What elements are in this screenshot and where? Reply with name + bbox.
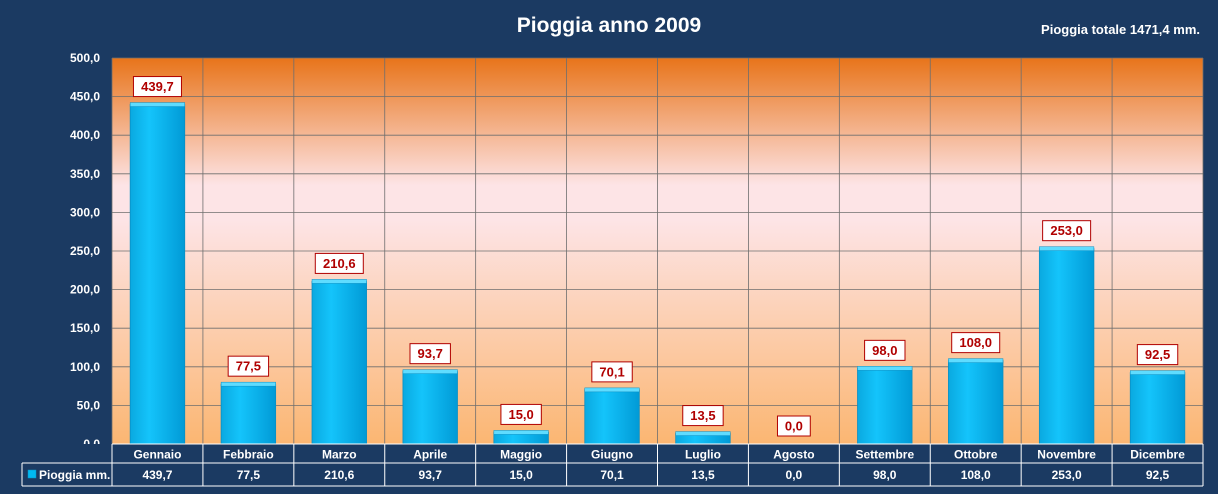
x-category-label: Febbraio (223, 448, 274, 462)
x-category-label: Giugno (591, 448, 633, 462)
data-label: 98,0 (872, 343, 897, 358)
bar (129, 104, 186, 445)
bar (220, 383, 277, 445)
bar-top (493, 430, 549, 435)
x-category-label: Settembre (855, 448, 914, 462)
y-tick-label: 400,0 (70, 128, 100, 142)
chart-title: Pioggia anno 2009 (516, 14, 702, 37)
bar-top (1039, 246, 1095, 251)
table-value: 92,5 (1146, 468, 1170, 482)
y-tick-label: 200,0 (70, 283, 100, 297)
bar (402, 371, 458, 445)
table-value: 70,1 (600, 468, 624, 482)
bar-top (1130, 370, 1186, 375)
table-value: 77,5 (237, 468, 261, 482)
data-label-box (1042, 220, 1092, 242)
y-tick-label: 450,0 (70, 90, 100, 104)
bar-top (311, 279, 367, 284)
bar (1038, 248, 1095, 445)
legend-series-name: Pioggia mm. (39, 468, 110, 482)
data-label: 210,6 (323, 256, 356, 271)
y-tick-label: 100,0 (70, 360, 100, 374)
data-label-box (132, 76, 182, 98)
data-label-box (776, 415, 811, 437)
x-category-label: Ottobre (954, 448, 998, 462)
table-value: 108,0 (961, 468, 991, 482)
data-label: 77,5 (236, 359, 261, 374)
bar (857, 367, 913, 445)
x-category-label: Gennaio (133, 448, 181, 462)
data-labels: 439,7 77,5 210,6 93,7 15,0 70,1 13,5 0,0 98,0 108… (132, 76, 1179, 437)
table-value: 98,0 (873, 468, 897, 482)
bar (584, 389, 640, 445)
table-value: 210,6 (324, 468, 354, 482)
y-tick-label: 500,0 (70, 51, 100, 65)
data-table: Gennaio 439,7 Febbraio 77,5 Marzo 210,6 Aprile… (21, 443, 1204, 487)
data-label-box (500, 403, 542, 425)
table-value: 439,7 (142, 468, 172, 482)
data-label-box (409, 343, 451, 365)
data-label-box (1136, 344, 1179, 366)
bars (129, 102, 1186, 445)
bar-top (948, 358, 1004, 363)
x-category-label: Marzo (322, 448, 357, 462)
table-value: 0,0 (786, 468, 803, 482)
x-category-label: Dicembre (1130, 448, 1185, 462)
table-value: 93,7 (419, 468, 443, 482)
x-category-label: Novembre (1037, 448, 1096, 462)
data-label: 439,7 (141, 79, 174, 94)
data-label-box (314, 252, 364, 274)
table-value: 253,0 (1052, 468, 1082, 482)
x-category-label: Luglio (685, 448, 721, 462)
table-bg (22, 444, 1203, 486)
data-label: 0,0 (785, 419, 803, 434)
x-category-label: Aprile (413, 448, 447, 462)
data-label: 108,0 (959, 335, 992, 350)
data-label: 15,0 (508, 407, 533, 422)
data-label: 93,7 (418, 346, 443, 361)
bar (311, 281, 367, 445)
data-label-box (864, 339, 906, 361)
bar-top (220, 381, 276, 387)
data-label-box (591, 361, 633, 383)
x-category-label: Agosto (773, 448, 814, 462)
data-label-box (227, 355, 270, 377)
bar-top (402, 369, 458, 374)
data-label: 13,5 (690, 408, 715, 423)
y-tick-label: 300,0 (70, 205, 100, 219)
data-label-box (682, 405, 724, 427)
data-label: 253,0 (1050, 223, 1083, 238)
y-axis: 0,050,0100,0150,0200,0250,0300,0350,0400… (70, 51, 100, 451)
bar-top (129, 102, 185, 107)
y-tick-label: 350,0 (70, 167, 100, 181)
bar-top (857, 366, 913, 371)
bar (1129, 372, 1186, 445)
table-value: 15,0 (509, 468, 533, 482)
grid-lines (111, 57, 1204, 445)
data-label: 92,5 (1145, 347, 1170, 362)
data-label-box (951, 332, 1001, 354)
bar (948, 360, 1004, 445)
y-tick-label: 150,0 (70, 321, 100, 335)
y-tick-label: 250,0 (70, 244, 100, 258)
y-tick-label: 50,0 (77, 398, 101, 412)
x-category-label: Maggio (500, 448, 542, 462)
bar-top (584, 387, 640, 393)
data-label: 70,1 (599, 364, 624, 379)
table-value: 13,5 (691, 468, 715, 482)
bar-top (675, 431, 731, 436)
legend-marker (27, 469, 37, 479)
total-rainfall-note: Pioggia totale 1471,4 mm. (1041, 22, 1200, 37)
